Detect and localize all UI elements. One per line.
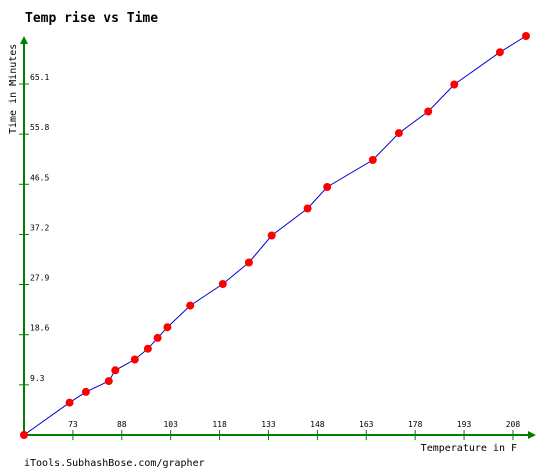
x-axis-arrow-icon bbox=[528, 431, 536, 439]
data-point bbox=[267, 231, 276, 240]
data-point bbox=[424, 107, 433, 116]
data-point bbox=[186, 301, 195, 310]
chart-title: Temp rise vs Time bbox=[25, 11, 158, 26]
data-point bbox=[394, 129, 403, 138]
data-point bbox=[111, 366, 120, 375]
y-axis-arrow-icon bbox=[20, 36, 28, 44]
data-point bbox=[81, 387, 90, 396]
x-axis-label: Temperature in F bbox=[421, 443, 517, 454]
data-point bbox=[244, 258, 253, 267]
y-ticks: 9.3 18.6 27.9 37.2 46.5 55.8 65.1 bbox=[19, 73, 49, 386]
data-point bbox=[323, 183, 332, 191]
data-point bbox=[303, 204, 312, 213]
x-tick-label: 88 bbox=[117, 420, 127, 429]
x-tick-label: 163 bbox=[359, 420, 374, 429]
y-tick-label: 18.6 bbox=[30, 324, 49, 333]
y-tick-label: 9.3 bbox=[30, 374, 45, 383]
series-points bbox=[20, 32, 530, 439]
x-tick-label: 208 bbox=[506, 420, 521, 429]
data-point bbox=[218, 280, 227, 288]
data-point bbox=[104, 377, 113, 386]
data-point bbox=[130, 355, 139, 364]
data-point bbox=[450, 80, 459, 89]
x-tick-label: 133 bbox=[261, 420, 276, 429]
x-tick-label: 193 bbox=[457, 420, 472, 429]
x-tick-label: 178 bbox=[408, 420, 423, 429]
data-point bbox=[153, 333, 162, 342]
footer-credit: iTools.SubhashBose.com/grapher bbox=[24, 458, 205, 469]
x-tick-label: 118 bbox=[212, 420, 227, 429]
data-point bbox=[143, 344, 152, 353]
y-axis-label: Time in Minutes bbox=[8, 44, 19, 134]
y-tick-label: 46.5 bbox=[30, 173, 49, 182]
y-tick-label: 55.8 bbox=[30, 123, 49, 132]
data-point bbox=[368, 156, 377, 164]
y-tick-label: 37.2 bbox=[30, 223, 49, 232]
x-tick-label: 73 bbox=[68, 420, 78, 429]
data-point bbox=[163, 323, 172, 332]
y-tick-label: 27.9 bbox=[30, 274, 49, 283]
x-tick-label: 103 bbox=[163, 420, 178, 429]
data-point bbox=[522, 32, 530, 40]
data-point bbox=[495, 48, 504, 57]
y-tick-label: 65.1 bbox=[30, 73, 49, 82]
x-tick-label: 148 bbox=[310, 420, 325, 429]
axes bbox=[20, 36, 536, 439]
data-point bbox=[65, 398, 74, 407]
x-ticks: 73 88 103 118 133 148 163 178 193 208 bbox=[68, 420, 520, 440]
data-point bbox=[20, 431, 28, 439]
